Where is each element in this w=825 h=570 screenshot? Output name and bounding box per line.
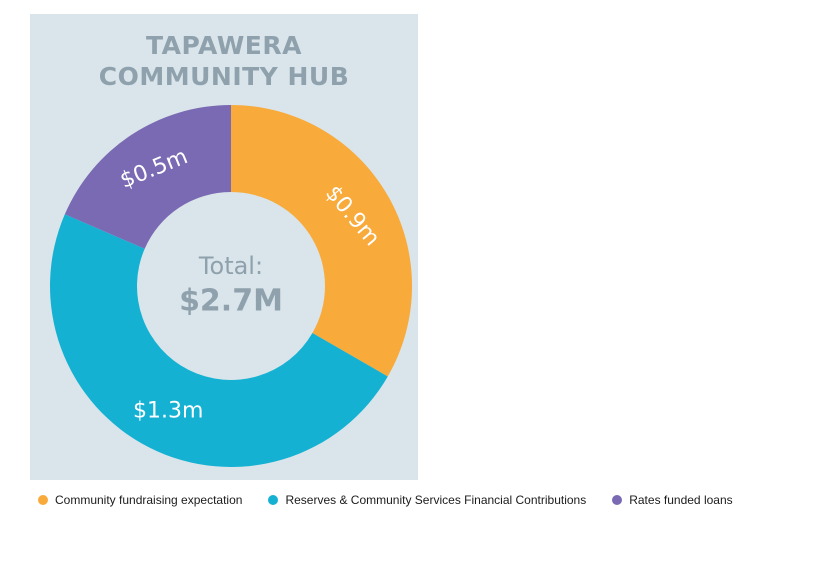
legend-swatch-1 [38,495,48,505]
center-value: $2.7M [179,284,283,319]
legend-item-2: Reserves & Community Services Financial … [268,493,586,507]
legend: Community fundraising expectation Reserve… [38,493,733,507]
legend-label-1: Community fundraising expectation [55,493,243,507]
slice-label-2: $1.3m [133,399,203,424]
donut-slice-1 [231,105,412,377]
legend-item-3: Rates funded loans [612,493,733,507]
legend-swatch-2 [268,495,279,505]
legend-label-2: Reserves & Community Services Financial … [285,493,587,507]
legend-label-3: Rates funded loans [629,493,733,507]
donut-slice-3 [64,105,231,249]
donut-slice-2 [49,214,388,468]
legend-item-1: Community fundraising expectation [38,493,242,507]
chart-title-line-1: TAPAWERA [146,31,302,60]
chart-title-line-2: COMMUNITY HUB [98,62,350,91]
center-label: Total: [198,252,263,280]
chart-title: TAPAWERA COMMUNITY HUB [30,30,418,92]
legend-swatch-3 [612,495,623,505]
